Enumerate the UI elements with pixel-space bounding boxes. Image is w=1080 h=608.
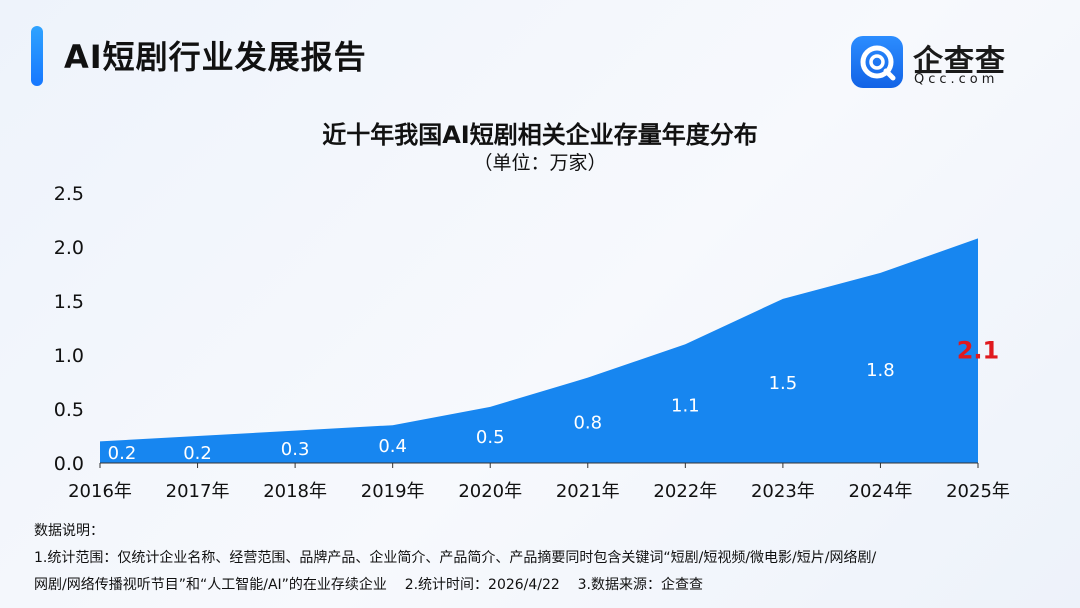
y-tick-label: 1.5 (54, 291, 84, 313)
y-tick-label: 0.5 (54, 399, 84, 421)
notes-line-1: 1.统计范围：仅统计企业名称、经营范围、品牌产品、企业简介、产品简介、产品摘要同… (34, 550, 877, 566)
data-label: 0.3 (281, 439, 310, 460)
title-accent-bar (31, 26, 43, 86)
qcc-logo: 企查查 Qcc.com (851, 36, 1021, 90)
x-tick-label: 2021年 (556, 481, 620, 502)
logo-domain: Qcc.com (914, 72, 999, 87)
x-tick-label: 2018年 (263, 481, 327, 502)
data-label: 0.5 (476, 427, 505, 448)
report-title: AI短剧行业发展报告 (64, 38, 367, 76)
x-tick-label: 2022年 (653, 481, 717, 502)
x-tick-label: 2020年 (458, 481, 522, 502)
area-series (100, 238, 978, 463)
data-label: 0.2 (183, 443, 212, 464)
notes-heading: 数据说明： (34, 523, 104, 539)
chart-title: 近十年我国AI短剧相关企业存量年度分布 (322, 121, 758, 149)
x-tick-label: 2025年 (946, 481, 1010, 502)
data-label: 0.2 (108, 443, 137, 464)
x-tick-label: 2023年 (751, 481, 815, 502)
magnifier-q-icon (851, 36, 903, 88)
x-tick-label: 2017年 (166, 481, 230, 502)
data-label: 1.5 (769, 373, 798, 394)
y-tick-label: 0.0 (54, 453, 84, 475)
data-label: 1.1 (671, 396, 700, 417)
data-notes: 数据说明： 1.统计范围：仅统计企业名称、经营范围、品牌产品、企业简介、产品简介… (34, 518, 1054, 599)
data-label: 0.8 (573, 412, 602, 433)
y-tick-label: 1.0 (54, 345, 84, 367)
logo-text: 企查查 (913, 44, 1006, 79)
y-tick-label: 2.0 (54, 237, 84, 259)
data-label: 2.1 (957, 336, 1000, 364)
data-label: 1.8 (866, 360, 895, 381)
notes-line-2: 网剧/网络传播视听节目”和“人工智能/AI”的在业存续企业 2.统计时间：202… (34, 577, 703, 593)
chart-subtitle: （单位：万家） (473, 152, 607, 174)
y-tick-label: 2.5 (54, 183, 84, 205)
x-tick-label: 2019年 (361, 481, 425, 502)
data-label: 0.4 (378, 436, 407, 457)
x-tick-label: 2016年 (68, 481, 132, 502)
x-tick-label: 2024年 (849, 481, 913, 502)
